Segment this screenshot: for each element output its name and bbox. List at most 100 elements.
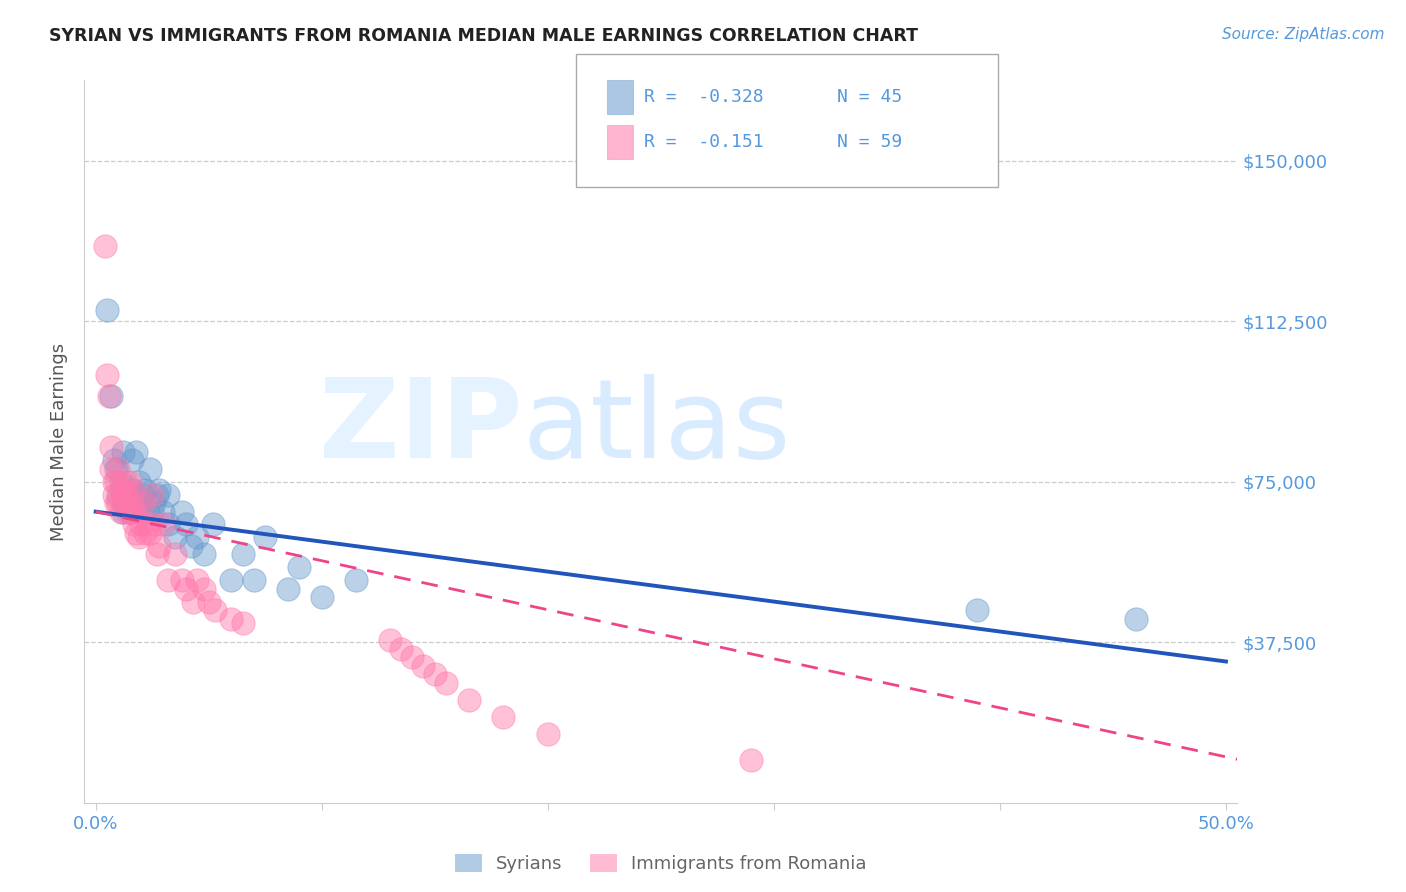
Point: [174, 582, 197, 596]
Point: [180, 539, 202, 553]
Point: [221, 612, 243, 626]
Point: [204, 603, 226, 617]
Point: [186, 573, 208, 587]
Point: [221, 573, 243, 587]
Point: [132, 487, 155, 501]
Point: [125, 444, 148, 458]
Point: [122, 487, 145, 501]
Point: [117, 487, 139, 501]
Point: [288, 560, 311, 574]
Point: [121, 496, 143, 510]
Point: [537, 727, 560, 741]
Point: [186, 530, 208, 544]
Point: [170, 505, 193, 519]
Point: [98, 389, 121, 403]
Point: [141, 505, 163, 519]
Point: [118, 505, 141, 519]
Point: [105, 462, 128, 476]
Point: [129, 517, 152, 532]
Text: N = 59: N = 59: [837, 133, 901, 151]
Text: SYRIAN VS IMMIGRANTS FROM ROMANIA MEDIAN MALE EARNINGS CORRELATION CHART: SYRIAN VS IMMIGRANTS FROM ROMANIA MEDIAN…: [49, 27, 918, 45]
Point: [145, 548, 167, 562]
Point: [128, 475, 150, 489]
Point: [1125, 612, 1147, 626]
Point: [134, 526, 156, 541]
Point: [966, 603, 988, 617]
Point: [96, 303, 118, 318]
Point: [136, 505, 159, 519]
Point: [111, 444, 134, 458]
Legend: Syrians, Immigrants from Romania: Syrians, Immigrants from Romania: [447, 847, 875, 880]
Point: [152, 517, 174, 532]
Point: [132, 496, 155, 510]
Point: [139, 526, 162, 541]
Point: [121, 483, 143, 498]
Point: [110, 475, 132, 489]
Point: [152, 505, 174, 519]
Point: [389, 641, 412, 656]
Point: [122, 505, 145, 519]
Point: [93, 239, 115, 253]
Point: [107, 487, 129, 501]
Point: [148, 539, 170, 553]
Point: [134, 483, 156, 498]
Point: [163, 530, 186, 544]
Point: [105, 496, 128, 510]
Point: [128, 530, 150, 544]
Point: [378, 633, 401, 648]
Point: [103, 487, 125, 501]
Point: [243, 573, 266, 587]
Point: [100, 462, 122, 476]
Point: [117, 505, 139, 519]
Text: Source: ZipAtlas.com: Source: ZipAtlas.com: [1222, 27, 1385, 42]
Point: [110, 483, 132, 498]
Point: [457, 693, 479, 707]
Point: [156, 517, 179, 532]
Point: [156, 487, 179, 501]
Point: [122, 517, 145, 532]
Point: [111, 487, 134, 501]
Point: [111, 496, 134, 510]
Point: [412, 658, 434, 673]
Text: R =  -0.328: R = -0.328: [644, 88, 763, 106]
Point: [202, 517, 225, 532]
Point: [111, 505, 134, 519]
Point: [96, 368, 118, 382]
Point: [114, 475, 136, 489]
Point: [107, 496, 129, 510]
Point: [125, 526, 148, 541]
Point: [136, 517, 159, 532]
Point: [434, 676, 457, 690]
Point: [311, 591, 333, 605]
Point: [193, 548, 215, 562]
Point: [174, 517, 197, 532]
Point: [197, 594, 219, 608]
Point: [100, 389, 122, 403]
Point: [129, 496, 152, 510]
Point: [107, 462, 129, 476]
Point: [118, 505, 141, 519]
Point: [232, 548, 254, 562]
Point: [110, 505, 132, 519]
Y-axis label: Median Male Earnings: Median Male Earnings: [51, 343, 69, 541]
Point: [139, 462, 162, 476]
Point: [423, 667, 446, 681]
Point: [143, 517, 166, 532]
Point: [232, 615, 254, 630]
Point: [117, 487, 139, 501]
Point: [103, 453, 125, 467]
Text: atlas: atlas: [523, 374, 792, 481]
Point: [121, 453, 143, 467]
Point: [491, 710, 513, 724]
Point: [193, 582, 215, 596]
Point: [181, 594, 204, 608]
Point: [145, 487, 167, 501]
Point: [170, 573, 193, 587]
Point: [401, 650, 423, 665]
Point: [141, 487, 163, 501]
Text: N = 45: N = 45: [837, 88, 901, 106]
Point: [100, 441, 122, 455]
Point: [118, 475, 141, 489]
Point: [163, 548, 186, 562]
Point: [344, 573, 367, 587]
